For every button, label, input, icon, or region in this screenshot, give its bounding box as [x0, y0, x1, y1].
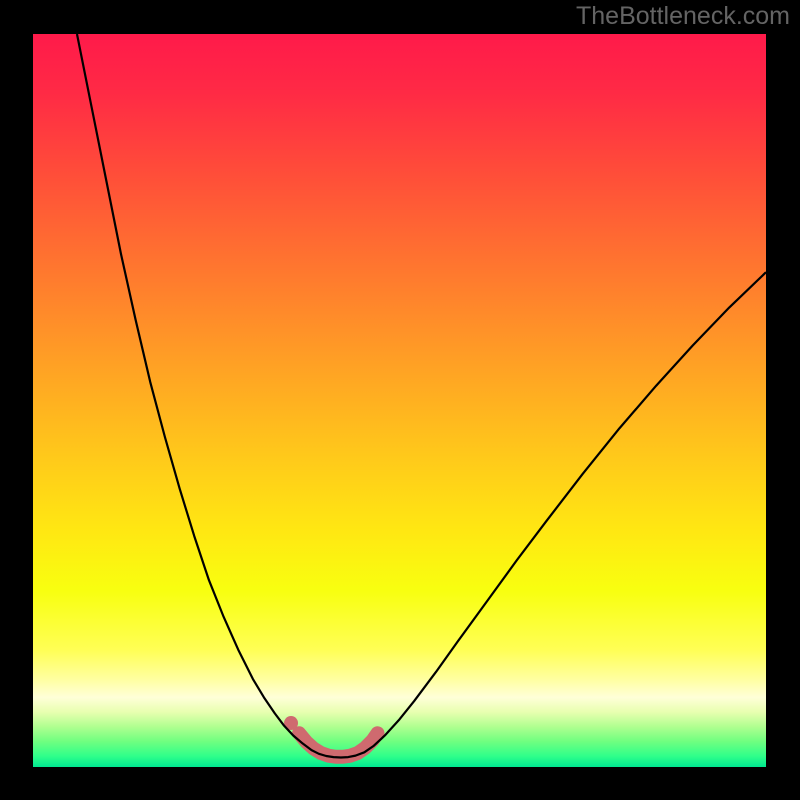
bottleneck-curve [77, 34, 766, 757]
watermark-text: TheBottleneck.com [576, 2, 790, 31]
curve-layer [33, 34, 766, 767]
highlight-segment [299, 733, 377, 756]
chart-stage: TheBottleneck.com [0, 0, 800, 800]
plot-area [33, 34, 766, 767]
